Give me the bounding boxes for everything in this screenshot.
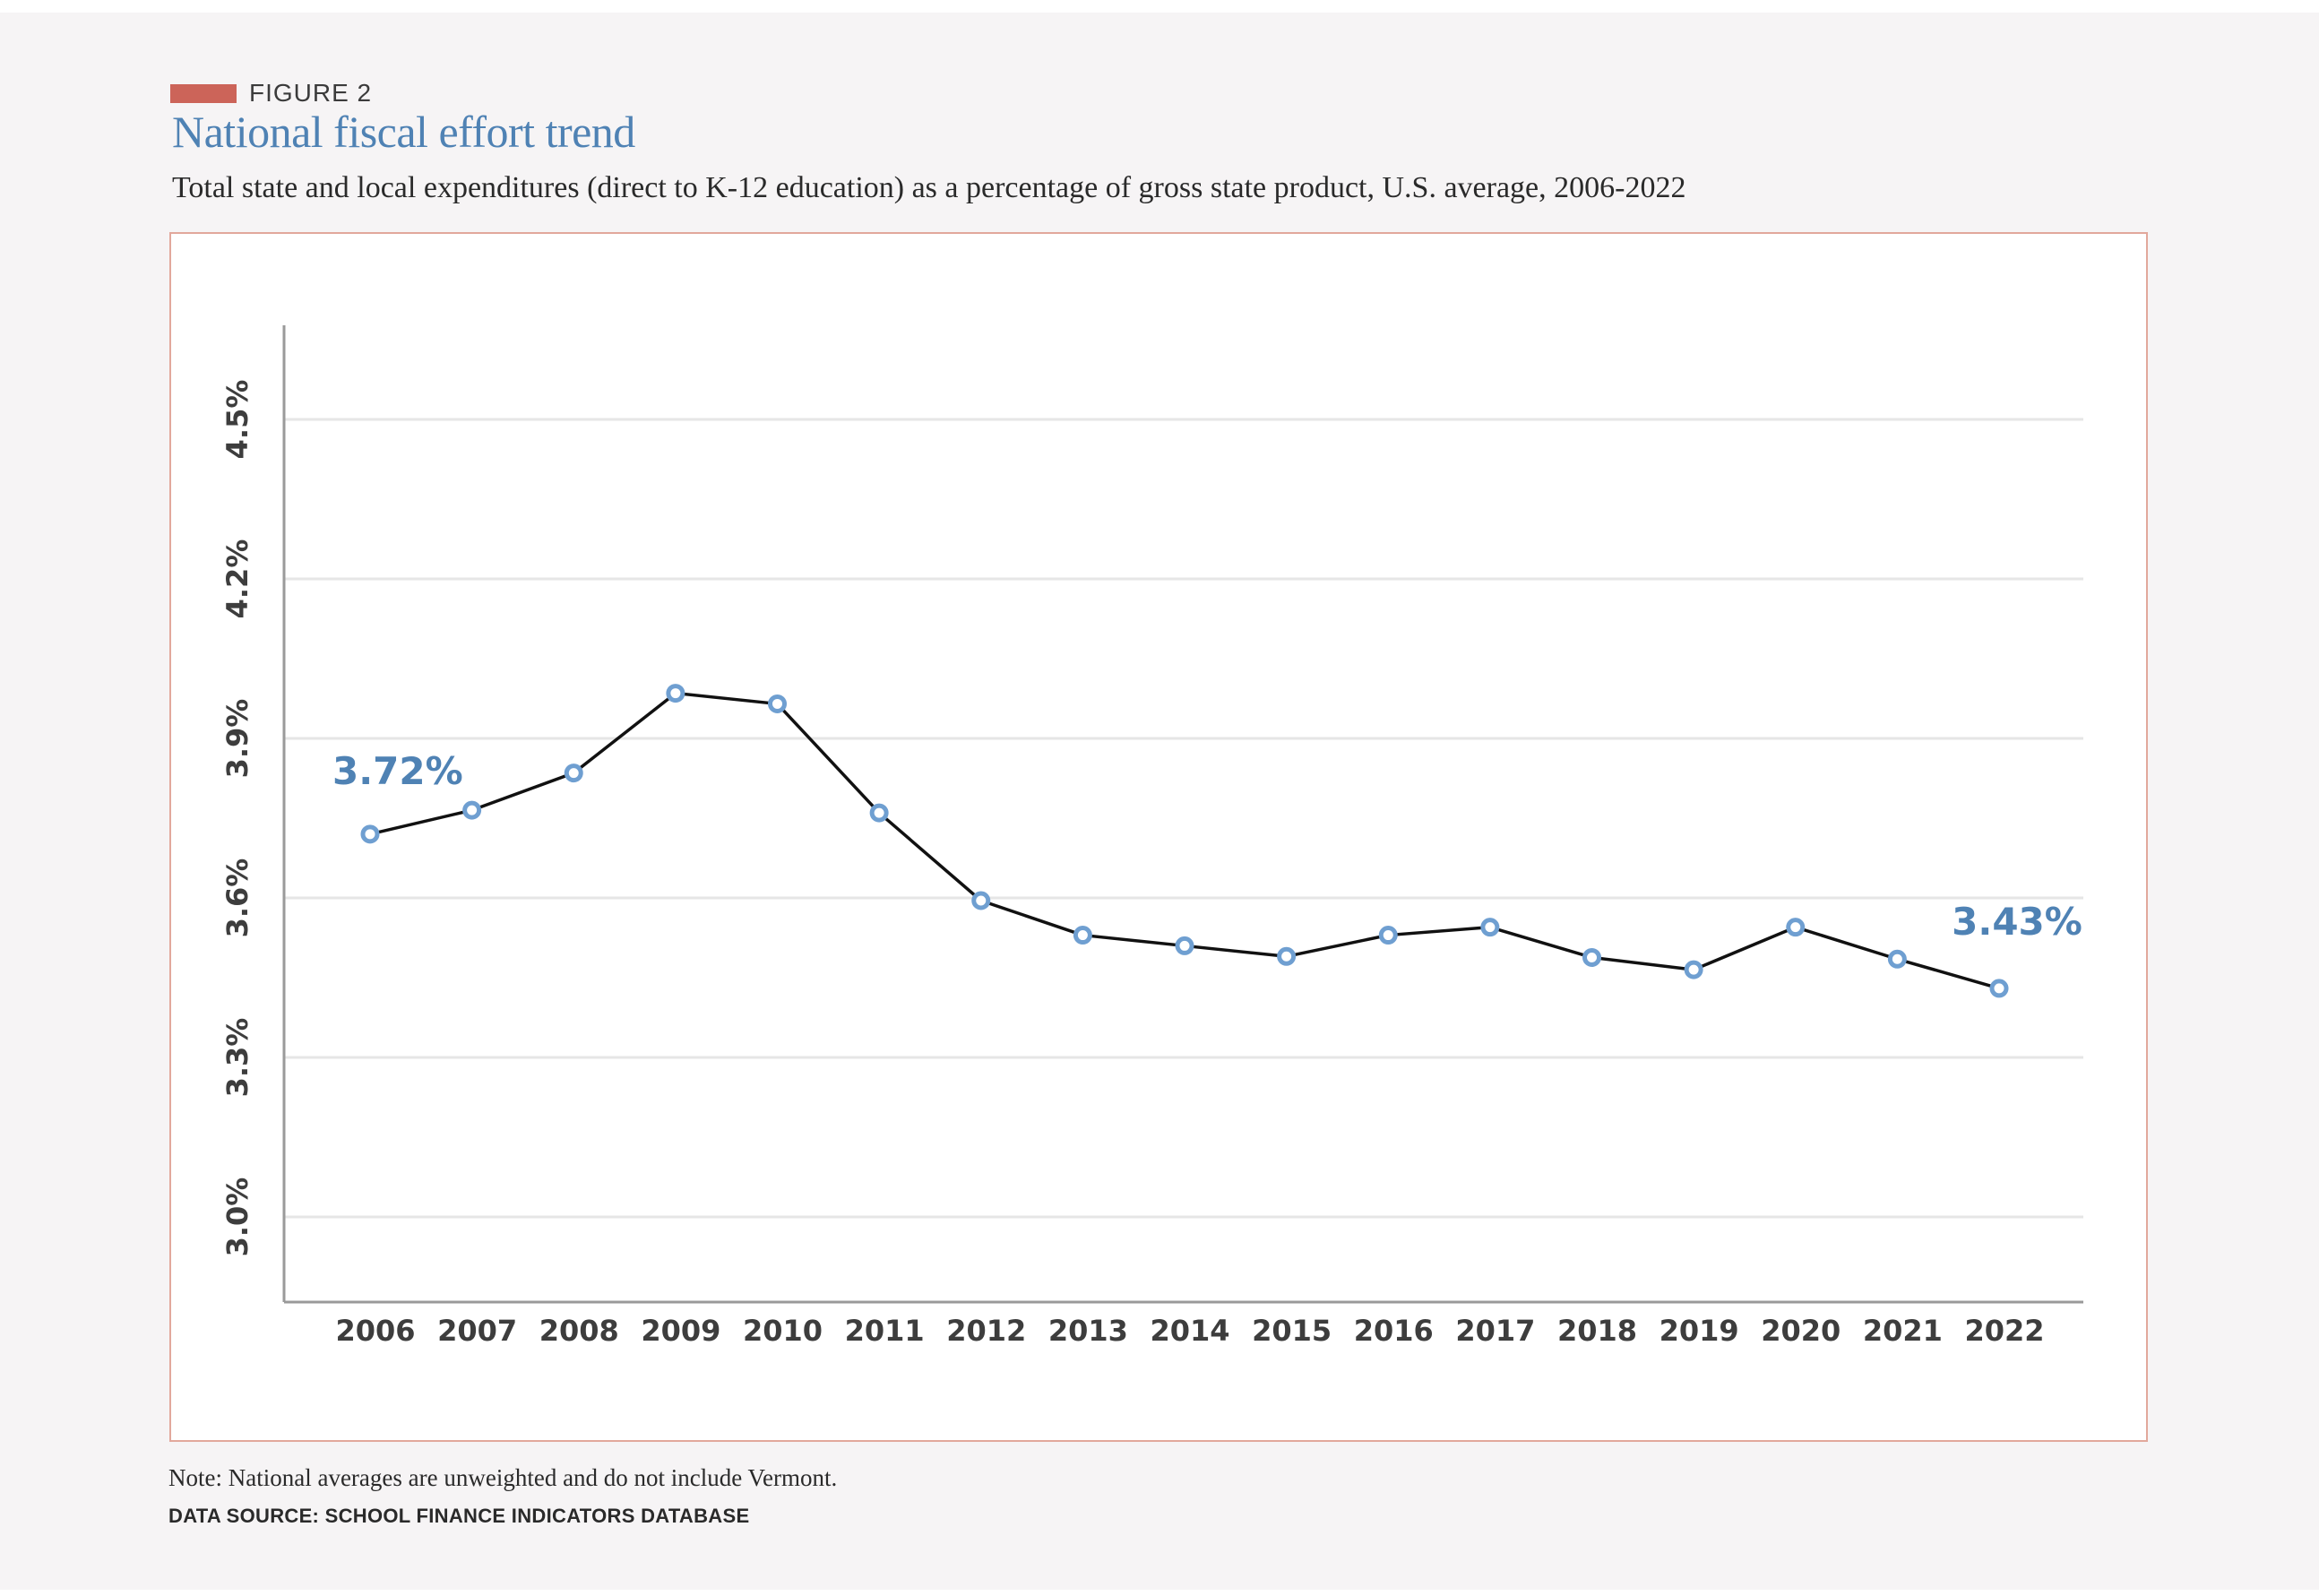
data-point	[869, 803, 889, 823]
x-tick-label: 2013	[1048, 1314, 1128, 1348]
figure-page: FIGURE 2 National fiscal effort trend To…	[0, 13, 2319, 1590]
x-tick-label: 2009	[641, 1314, 720, 1348]
x-tick-label: 2015	[1252, 1314, 1332, 1348]
data-point	[1480, 918, 1500, 937]
chart-note: Note: National averages are unweighted a…	[168, 1464, 838, 1491]
y-tick-label: 3.3%	[220, 1018, 254, 1098]
data-point	[462, 800, 482, 820]
y-tick-label: 4.5%	[220, 380, 254, 460]
data-point	[1989, 979, 2009, 998]
chart-frame: 3.0% 3.3% 3.6% 3.9% 4.2% 4.5% 2006 2007 2008 2009…	[169, 232, 2148, 1442]
x-tick-label: 2011	[845, 1314, 925, 1348]
data-label: 3.43%	[1952, 900, 2082, 944]
x-tick-label: 2022	[1964, 1314, 2044, 1348]
x-tick-label: 2016	[1354, 1314, 1434, 1348]
data-point	[666, 684, 685, 703]
y-tick-label: 3.9%	[220, 699, 254, 779]
data-point	[1786, 918, 1806, 937]
y-tick-label: 4.2%	[220, 539, 254, 619]
y-tick-label: 3.6%	[220, 858, 254, 938]
figure-number: FIGURE 2	[249, 79, 373, 107]
data-point	[564, 763, 583, 783]
x-tick-label: 2017	[1455, 1314, 1535, 1348]
figure-swatch	[170, 83, 237, 103]
x-tick-label: 2014	[1150, 1314, 1229, 1348]
data-point	[1073, 926, 1092, 945]
x-tick-label: 2008	[539, 1314, 619, 1348]
chart-title: National fiscal effort trend	[172, 107, 635, 157]
data-source: DATA SOURCE: SCHOOL FINANCE INDICATORS D…	[168, 1505, 750, 1527]
figure-label: FIGURE 2	[170, 79, 372, 108]
x-tick-label: 2020	[1761, 1314, 1841, 1348]
x-tick-label: 2021	[1863, 1314, 1943, 1348]
x-tick-label: 2010	[743, 1314, 823, 1348]
data-label: 3.72%	[332, 749, 463, 793]
x-tick-label: 2012	[946, 1314, 1026, 1348]
y-tick-label: 3.0%	[220, 1178, 254, 1257]
x-tick-label: 2006	[335, 1314, 415, 1348]
data-point	[360, 824, 380, 844]
x-tick-label: 2007	[437, 1314, 517, 1348]
data-point	[971, 891, 991, 910]
data-point	[1887, 949, 1907, 969]
data-point	[1175, 936, 1194, 955]
data-point	[1378, 926, 1398, 945]
line-chart: 3.0% 3.3% 3.6% 3.9% 4.2% 4.5% 2006 2007 2008 2009…	[220, 325, 2083, 1348]
data-point	[768, 694, 787, 713]
x-tick-label: 2018	[1557, 1314, 1637, 1348]
data-point	[1684, 960, 1703, 979]
chart-subtitle: Total state and local expenditures (dire…	[172, 171, 1686, 204]
data-point	[1277, 946, 1297, 966]
x-tick-label: 2019	[1660, 1314, 1739, 1348]
data-point	[1582, 947, 1601, 967]
